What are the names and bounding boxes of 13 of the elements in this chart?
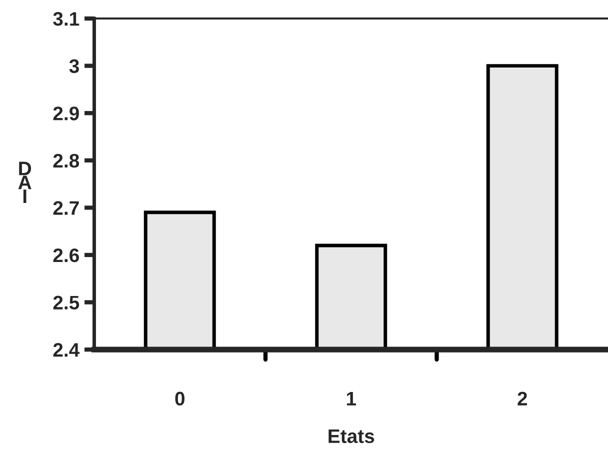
y-tick-label: 2.9 bbox=[53, 106, 79, 120]
y-tick-label: 2.4 bbox=[53, 343, 80, 357]
y-tick-label: 3.1 bbox=[53, 12, 80, 26]
x-axis-title: Etats bbox=[328, 430, 374, 444]
y-tick-label: 2.6 bbox=[53, 248, 79, 262]
y-tick-label: 2.7 bbox=[53, 201, 79, 215]
y-tick-label: 2.5 bbox=[53, 296, 80, 310]
x-tick-label: 2 bbox=[518, 392, 527, 406]
y-tick-label: 2.8 bbox=[53, 154, 80, 168]
y-tick-label: 3 bbox=[69, 59, 79, 74]
x-tick-label: 0 bbox=[175, 392, 184, 406]
x-tick-label: 1 bbox=[346, 392, 356, 406]
y-axis-title: DAI bbox=[18, 162, 32, 203]
